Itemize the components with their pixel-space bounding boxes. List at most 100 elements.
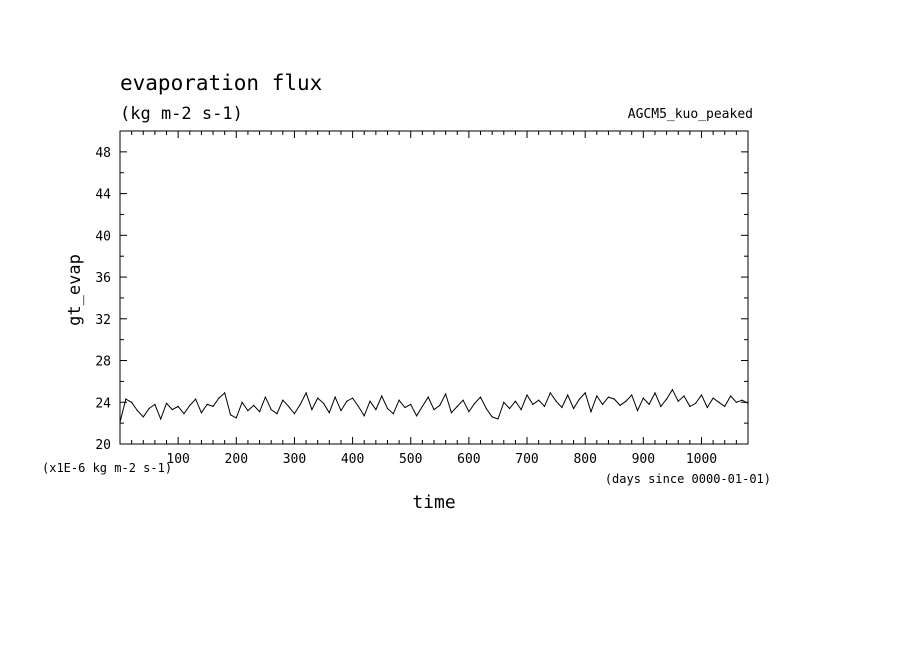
data-point [293,413,296,415]
plot-frame [119,130,749,445]
data-point [613,398,615,400]
data-point [142,416,144,418]
data-point [642,397,644,399]
x-axis-ticks: 100 200 300 400 500 600 700 800 900 1000 [131,131,737,467]
data-point [706,406,708,409]
data-point [503,401,505,403]
y-tick-label: 28 [95,355,111,370]
data-point [532,403,534,405]
y-tick-label: 24 [95,396,111,411]
data-point [602,403,604,405]
data-point [485,407,487,410]
data-point [398,399,400,401]
y-tick-label: 44 [95,188,111,203]
data-point [340,410,342,412]
data-point [665,398,668,400]
x-tick-label: 800 [573,452,596,467]
data-point [555,400,557,402]
data-point [474,402,476,404]
data-point [235,417,237,419]
data-point [351,397,354,399]
data-point [445,393,447,395]
data-point [258,411,261,413]
data-point [741,399,743,401]
data-point [648,403,650,405]
data-point [526,394,528,396]
series-layer [119,388,749,423]
y-axis-ticks: 20 24 28 32 36 40 44 48 [95,130,748,453]
x-tick-label: 200 [225,452,248,467]
y-tick-label: 32 [95,313,111,328]
experiment-label: AGCM5_kuo_peaked [628,107,753,122]
data-point [689,405,691,408]
data-point [131,401,133,403]
data-point [328,412,330,414]
data-point [264,396,266,398]
data-point [224,392,226,394]
data-point [439,404,441,406]
series-line [119,388,749,423]
data-point [125,398,127,400]
data-point [456,405,458,408]
data-point [712,397,714,399]
x-units-label: (days since 0000-01-01) [605,472,771,486]
data-point [276,413,278,415]
data-point [200,412,203,414]
data-point [206,403,208,405]
data-point [253,404,255,406]
data-point [311,408,313,411]
data-point [171,408,173,411]
data-point [584,392,586,394]
data-point [462,399,464,401]
data-point [520,408,522,411]
data-point [607,396,610,398]
data-point [508,407,511,410]
data-point [567,394,569,396]
data-point [363,415,365,417]
data-point [305,392,307,394]
data-point [165,402,168,404]
data-point [392,413,394,415]
data-point [183,413,185,415]
data-point [427,396,429,398]
data-point [572,407,575,410]
data-point [270,408,272,411]
data-point [578,398,580,400]
data-point [346,400,348,402]
data-point [148,407,150,410]
x-tick-label: 300 [283,452,306,467]
data-point [386,407,389,410]
data-point [154,403,156,405]
data-point [334,396,336,398]
data-point [288,405,290,408]
data-point [404,406,406,409]
y-tick-label: 20 [95,438,111,453]
y-tick-label: 40 [95,229,111,244]
x-tick-label: 600 [457,452,480,467]
data-point [636,410,639,412]
data-point [660,405,662,408]
data-point [218,397,220,399]
data-point [549,392,551,394]
data-point [514,400,517,402]
y-axis-label: gt_evap [65,254,85,326]
data-point [160,418,162,420]
data-point [718,401,720,403]
data-point [381,395,383,397]
data-point [596,395,598,397]
data-point [631,394,633,396]
data-point [194,398,197,400]
data-point [282,399,284,401]
data-point [212,405,214,408]
data-point [375,408,377,411]
data-point [654,392,656,394]
data-point [241,401,243,403]
chart-subtitle: (kg m-2 s-1) [120,104,243,124]
data-point [479,396,482,398]
data-point [369,400,371,402]
data-point [619,404,621,406]
y-tick-label: 36 [95,271,111,286]
data-point [747,402,749,404]
data-point [450,412,453,414]
